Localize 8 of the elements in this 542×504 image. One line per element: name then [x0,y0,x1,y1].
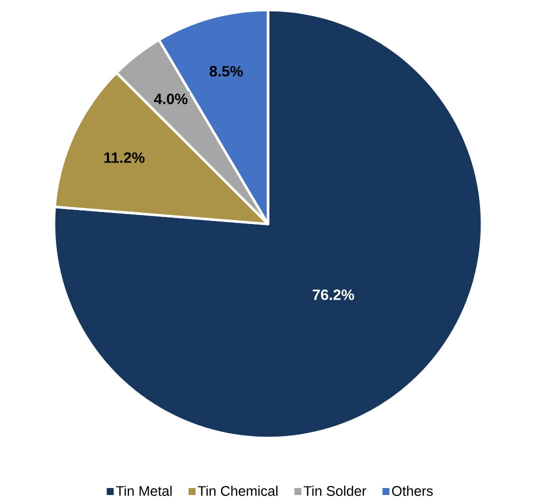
data-label: 11.2% [104,152,145,163]
data-label: 4.0% [154,94,188,104]
legend-label: Tin Chemical [198,486,278,496]
legend-label: Tin Metal [116,486,172,496]
data-label: 76.2% [312,289,354,300]
legend-label: Others [392,486,433,496]
data-label: 8.5% [210,66,243,77]
legend-label: Tin Solder [304,486,366,496]
